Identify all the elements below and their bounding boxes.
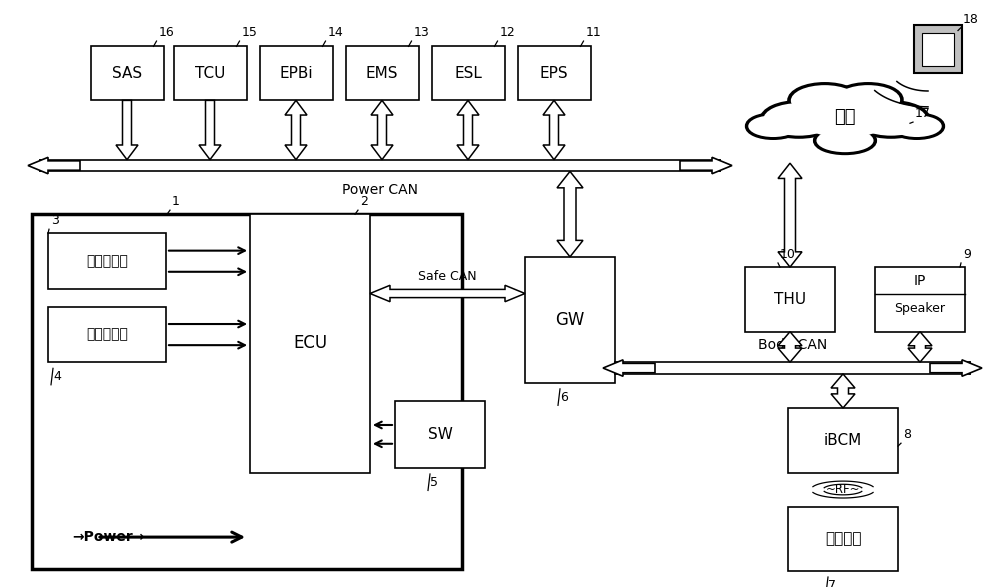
Text: 12: 12: [500, 26, 515, 39]
Polygon shape: [370, 285, 525, 302]
Ellipse shape: [854, 103, 928, 136]
Text: 13: 13: [414, 26, 429, 39]
Bar: [914, 25, 962, 73]
Bar: [48, 306, 166, 362]
Bar: [525, 257, 615, 383]
Polygon shape: [116, 100, 138, 160]
Bar: [788, 408, 898, 473]
Ellipse shape: [763, 103, 835, 136]
Text: 云端: 云端: [834, 109, 856, 126]
Bar: [432, 46, 505, 100]
Ellipse shape: [747, 115, 799, 137]
Ellipse shape: [762, 103, 836, 136]
Polygon shape: [908, 332, 932, 362]
Text: Safe CAN: Safe CAN: [418, 270, 477, 283]
Text: 7: 7: [828, 579, 836, 587]
Text: Body CAN: Body CAN: [758, 338, 827, 352]
Text: 18: 18: [963, 13, 979, 26]
Polygon shape: [778, 332, 802, 362]
Bar: [40, 160, 720, 171]
Polygon shape: [930, 360, 982, 376]
Ellipse shape: [836, 85, 900, 114]
Text: 4: 4: [53, 370, 61, 383]
Bar: [250, 214, 370, 473]
Ellipse shape: [891, 115, 943, 137]
Polygon shape: [371, 100, 393, 160]
Text: THU: THU: [774, 292, 806, 307]
Text: SAS: SAS: [112, 66, 142, 81]
Text: EPBi: EPBi: [279, 66, 313, 81]
Text: EPS: EPS: [540, 66, 568, 81]
Text: 10: 10: [780, 248, 796, 261]
Text: 16: 16: [158, 26, 174, 39]
Bar: [32, 214, 462, 569]
Text: 1: 1: [172, 195, 180, 208]
Text: GW: GW: [555, 311, 585, 329]
Text: iBCM: iBCM: [824, 433, 862, 448]
Polygon shape: [831, 374, 855, 408]
Text: TCU: TCU: [195, 66, 225, 81]
Ellipse shape: [835, 85, 901, 115]
Text: IP: IP: [914, 274, 926, 288]
Bar: [615, 362, 970, 374]
Text: 超声波雷达: 超声波雷达: [86, 254, 128, 268]
Bar: [518, 46, 591, 100]
Text: 11: 11: [586, 26, 601, 39]
Ellipse shape: [816, 129, 874, 153]
Polygon shape: [457, 100, 479, 160]
Ellipse shape: [792, 89, 898, 138]
Bar: [346, 46, 419, 100]
Ellipse shape: [816, 129, 874, 152]
Text: ESL: ESL: [454, 66, 482, 81]
Bar: [90, 46, 164, 100]
Bar: [48, 233, 166, 289]
Ellipse shape: [892, 115, 942, 137]
Polygon shape: [28, 157, 80, 174]
Text: 15: 15: [242, 26, 257, 39]
Text: 17: 17: [915, 107, 931, 120]
Text: 9: 9: [963, 248, 971, 261]
Text: 5: 5: [430, 475, 438, 488]
Polygon shape: [680, 157, 732, 174]
Ellipse shape: [793, 89, 897, 137]
Bar: [875, 267, 965, 332]
Ellipse shape: [791, 85, 859, 116]
Text: ECU: ECU: [293, 335, 327, 352]
Bar: [174, 46, 246, 100]
Polygon shape: [557, 171, 583, 257]
Ellipse shape: [748, 115, 798, 137]
Text: Speaker: Speaker: [895, 302, 946, 315]
Polygon shape: [603, 360, 655, 376]
Polygon shape: [285, 100, 307, 160]
Text: ~RF~: ~RF~: [826, 483, 860, 496]
Text: 3: 3: [51, 214, 59, 227]
Text: SW: SW: [428, 427, 452, 442]
Bar: [745, 267, 835, 332]
Text: 高清摄像头: 高清摄像头: [86, 328, 128, 342]
Polygon shape: [543, 100, 565, 160]
Bar: [922, 33, 954, 66]
Polygon shape: [778, 163, 802, 267]
Bar: [788, 507, 898, 571]
Ellipse shape: [790, 85, 860, 117]
Text: 8: 8: [903, 429, 911, 441]
Text: 2: 2: [360, 195, 368, 208]
Text: Power CAN: Power CAN: [342, 183, 418, 197]
Text: 14: 14: [327, 26, 343, 39]
Bar: [260, 46, 332, 100]
Text: 智能鑰匙: 智能鑰匙: [825, 531, 861, 546]
Polygon shape: [199, 100, 221, 160]
Text: →Power→: →Power→: [72, 530, 144, 544]
Text: EMS: EMS: [366, 66, 398, 81]
Bar: [395, 400, 485, 468]
Text: 6: 6: [560, 390, 568, 404]
Ellipse shape: [855, 103, 927, 136]
